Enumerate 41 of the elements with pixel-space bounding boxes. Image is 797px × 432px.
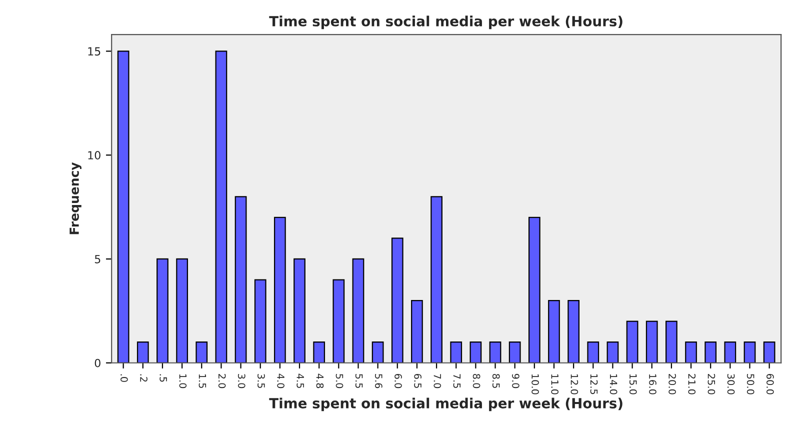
x-tick-label: 3.5: [258, 374, 265, 388]
x-tick-label: 60.0: [766, 374, 774, 394]
x-tick-label: 4.0: [277, 374, 284, 388]
x-tick-label: 25.0: [708, 374, 716, 394]
x-tick-label: 14.0: [610, 374, 618, 394]
x-tick-label: 7.0: [434, 374, 442, 388]
x-tick-label: 12.0: [570, 374, 578, 394]
x-tick-label: .2: [140, 374, 148, 382]
x-tick-label: 7.5: [453, 374, 461, 388]
x-tick-label: 1.0: [179, 374, 187, 388]
x-tick-label: 9.0: [512, 374, 520, 388]
x-tick-label: .5: [160, 374, 167, 382]
x-tick-label: 1.5: [198, 374, 206, 388]
y-tick-label: 10: [88, 151, 100, 160]
x-tick-label: 5.6: [374, 374, 382, 388]
x-tick-label: 5.0: [336, 374, 344, 388]
y-tick-label: 5: [94, 255, 100, 264]
x-tick-label: 6.5: [414, 374, 422, 388]
y-tick-label: 0: [94, 358, 100, 368]
x-tick-label: 3.0: [238, 374, 246, 388]
x-tick-label: 12.5: [590, 374, 598, 394]
chart-title: Time spent on social media per week (Hours): [269, 16, 622, 30]
x-tick-label: 5.5: [355, 374, 363, 388]
x-tick-label: 10.0: [532, 374, 539, 394]
x-tick-label: 21.0: [688, 374, 696, 394]
x-tick-label: 50.0: [746, 374, 754, 394]
x-tick-label: 4.5: [296, 374, 304, 388]
y-axis-title: Frequency: [70, 162, 82, 234]
x-tick-label: 8.5: [492, 374, 500, 388]
x-tick-label: 30.0: [727, 374, 735, 394]
x-tick-label: 20.0: [668, 374, 676, 394]
x-tick-label: .0: [120, 374, 128, 382]
x-tick-label: 6.0: [394, 374, 402, 388]
y-tick-label: 15: [88, 47, 100, 56]
x-axis-title: Time spent on social media per week (Hours): [269, 398, 622, 412]
x-tick-label: 4.8: [316, 374, 324, 388]
x-tick-label: 11.0: [551, 374, 559, 394]
x-tick-label: 16.0: [649, 374, 656, 394]
x-tick-label: 15.0: [629, 374, 637, 394]
x-tick-label: 8.0: [472, 374, 480, 388]
x-tick-label: 2.0: [218, 374, 226, 388]
